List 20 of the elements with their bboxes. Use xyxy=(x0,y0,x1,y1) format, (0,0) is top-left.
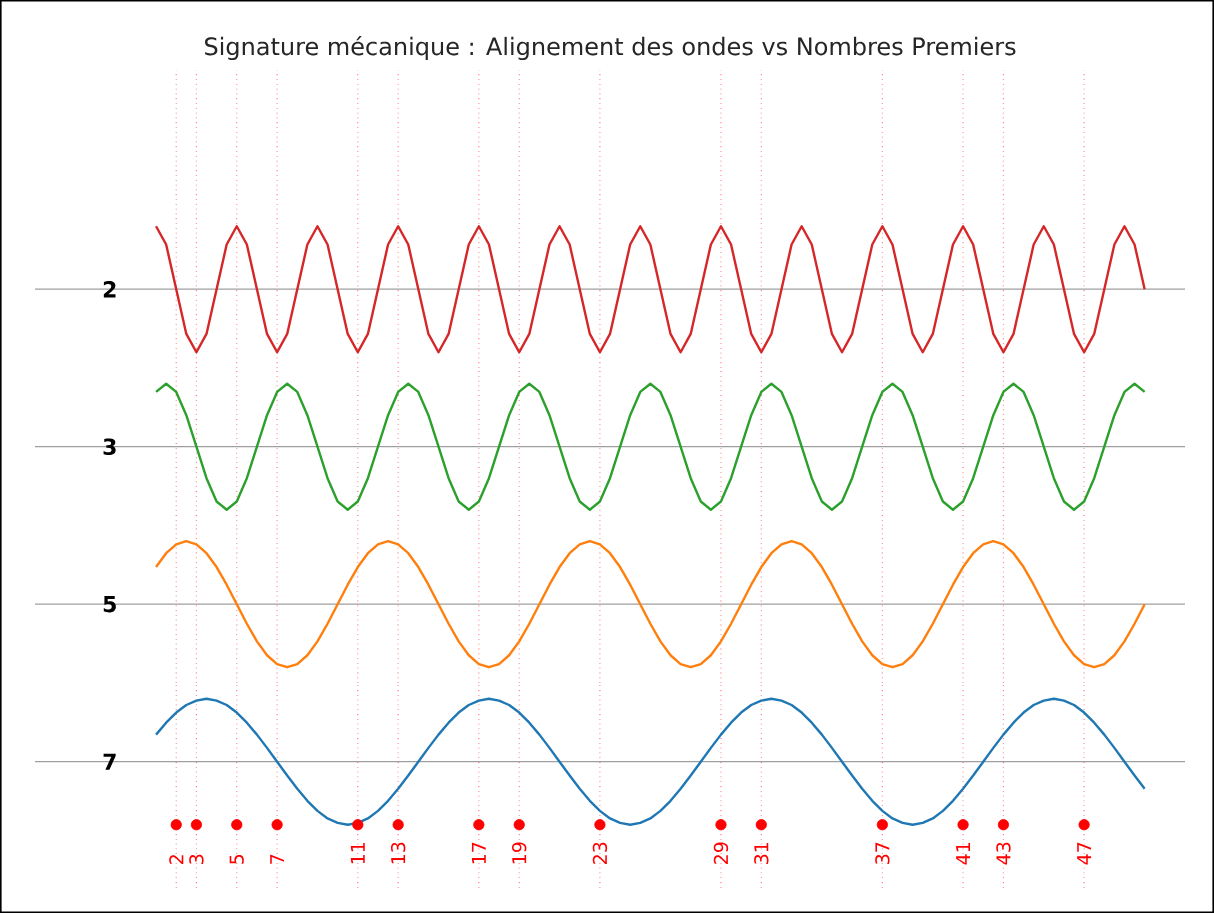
text: 3 xyxy=(103,438,116,456)
x-tick-label: 31 xyxy=(754,842,769,864)
chart-title: Signature mécanique : Alignement des ondes vs Nombres Premiers xyxy=(205,35,1016,61)
x-tick-label: 11 xyxy=(350,842,365,864)
x-tick-label: 29 xyxy=(713,842,729,864)
x-tick-label: 17 xyxy=(471,842,486,864)
x-tick-label: 13 xyxy=(390,842,406,864)
x-tick-label: 23 xyxy=(592,842,608,864)
x-tick-label: 2 xyxy=(169,855,184,864)
x-tick-label: 3 xyxy=(189,854,204,864)
x-tick-label: 7 xyxy=(270,854,285,864)
x-tick-label: 43 xyxy=(996,842,1011,865)
text: 5 xyxy=(103,596,116,613)
x-tick-label: 5 xyxy=(229,854,244,864)
x-tick-label: 47 xyxy=(1077,842,1092,865)
x-tick-label: 41 xyxy=(956,842,970,865)
x-tick-label: 37 xyxy=(875,842,890,864)
text: 7 xyxy=(103,753,116,770)
text: 2 xyxy=(103,281,116,298)
x-tick-label: 19 xyxy=(512,842,527,864)
